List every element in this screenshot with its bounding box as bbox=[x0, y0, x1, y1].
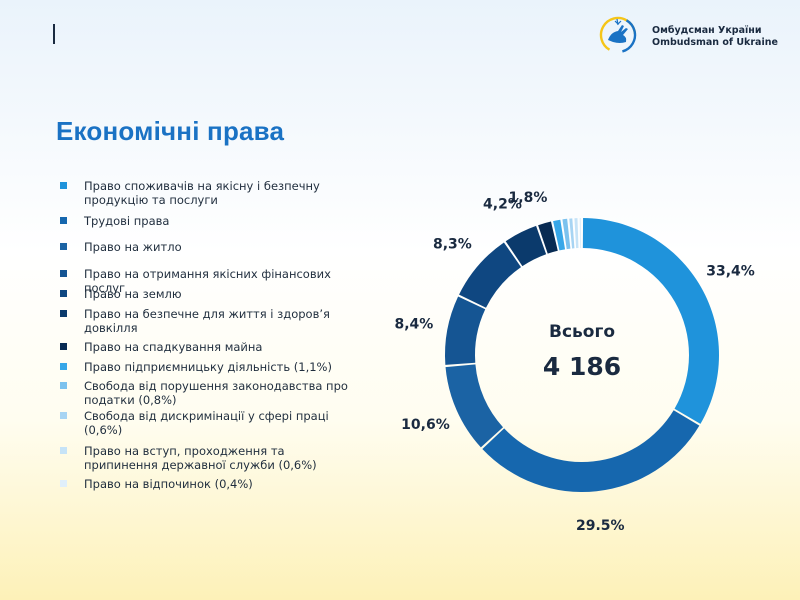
donut-slice bbox=[459, 242, 522, 308]
legend-swatch bbox=[60, 217, 67, 224]
legend-label: Право споживачів на якісну і безпечну пр… bbox=[84, 179, 320, 207]
organization-name: Омбудсман України Ombudsman of Ukraine bbox=[652, 25, 778, 49]
legend-swatch bbox=[60, 363, 67, 370]
donut-slice bbox=[538, 221, 558, 254]
legend-swatch bbox=[60, 343, 67, 350]
legend-label: Свобода від порушення законодавства про … bbox=[84, 379, 348, 407]
page-title: Економічні права bbox=[56, 116, 285, 146]
data-label: 33,4% bbox=[706, 263, 755, 279]
data-label: 8,4% bbox=[394, 317, 433, 333]
donut-slice bbox=[482, 410, 700, 492]
legend-label: Свобода від дискримінації у сфері праці … bbox=[84, 409, 329, 437]
data-label: 1,8% bbox=[509, 190, 548, 206]
legend-label: Право на спадкування майна bbox=[84, 340, 263, 354]
total-label: Всього bbox=[549, 322, 615, 342]
header-divider bbox=[53, 24, 55, 44]
legend-label: Право на землю bbox=[84, 287, 182, 301]
legend-swatch bbox=[60, 480, 67, 487]
legend-label: Право на відпочинок (0,4%) bbox=[84, 477, 253, 491]
legend-label: Трудові права bbox=[84, 214, 170, 228]
donut-slice bbox=[445, 364, 504, 448]
donut-slice bbox=[445, 296, 486, 365]
data-label: 29,5% bbox=[576, 518, 625, 530]
donut-slice bbox=[505, 225, 547, 267]
donut-slice bbox=[562, 218, 571, 250]
ombudsman-logo-icon bbox=[599, 16, 637, 54]
legend-label: Право підприємницьку діяльність (1,1%) bbox=[84, 360, 332, 374]
donut-slice bbox=[579, 218, 582, 249]
legend-swatch bbox=[60, 382, 67, 389]
legend-label: Право на вступ, проходження та припиненн… bbox=[84, 444, 317, 472]
donut-slice bbox=[582, 218, 719, 424]
legend-swatch bbox=[60, 182, 67, 189]
data-label: 10,6% bbox=[401, 417, 450, 433]
legend-label: Право на отримання якісних фінансових по… bbox=[84, 267, 331, 295]
donut-slice bbox=[553, 219, 566, 251]
legend-label: Право на житло bbox=[84, 240, 182, 254]
donut-slice bbox=[574, 218, 579, 249]
donut-slice bbox=[569, 218, 575, 249]
legend-swatch bbox=[60, 270, 67, 277]
legend-swatch bbox=[60, 290, 67, 297]
total-value: 4 186 bbox=[543, 352, 621, 381]
legend-swatch bbox=[60, 412, 67, 419]
legend-swatch bbox=[60, 447, 67, 454]
donut-chart: 33,4% 29,5% 10,6% 8,4% 8,3% 4,2%1,8% Всього 4 1… bbox=[394, 190, 755, 530]
org-name-uk: Омбудсман України bbox=[652, 25, 762, 36]
data-label: 4,2% bbox=[483, 197, 522, 213]
legend-swatch bbox=[60, 243, 67, 250]
legend-swatch bbox=[60, 310, 67, 317]
data-label: 8,3% bbox=[433, 236, 472, 252]
legend-label: Право на безпечне для життя і здоров’я д… bbox=[84, 307, 330, 335]
org-name-en: Ombudsman of Ukraine bbox=[652, 37, 778, 48]
